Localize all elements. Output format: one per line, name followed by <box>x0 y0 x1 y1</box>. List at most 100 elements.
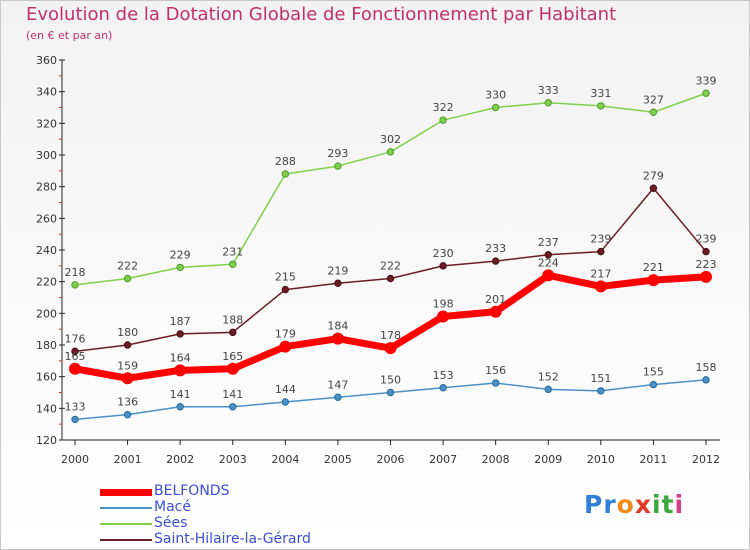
x-tick-label: 2001 <box>114 453 142 466</box>
data-point <box>439 262 447 270</box>
data-point <box>437 310 450 323</box>
data-point <box>491 257 500 265</box>
logo-letter: i <box>652 490 662 519</box>
data-label: 141 <box>170 388 191 401</box>
data-point <box>649 184 658 192</box>
data-label: 218 <box>65 266 86 279</box>
data-label: 136 <box>117 396 138 409</box>
data-point <box>279 340 292 353</box>
y-tick-label: 140 <box>36 402 57 415</box>
legend-swatch <box>100 488 152 496</box>
data-label: 237 <box>538 236 559 249</box>
data-point <box>71 347 79 356</box>
data-point <box>491 379 500 387</box>
data-point <box>597 387 605 395</box>
data-point <box>334 162 342 170</box>
logo-letter: P <box>584 490 604 519</box>
data-label: 331 <box>590 87 611 100</box>
data-label: 222 <box>117 260 138 273</box>
data-point <box>123 341 132 349</box>
data-label: 164 <box>170 351 191 364</box>
data-label: 178 <box>380 329 401 342</box>
data-point <box>71 281 79 289</box>
data-point <box>489 305 502 318</box>
data-point <box>702 247 710 256</box>
data-label: 144 <box>275 383 296 396</box>
data-label: 165 <box>222 350 243 363</box>
logo-letter: r <box>603 490 617 519</box>
data-label: 330 <box>485 89 506 102</box>
data-label: 150 <box>380 374 401 387</box>
data-point <box>647 274 660 287</box>
legend-label: Sées <box>154 515 188 531</box>
data-label: 184 <box>327 320 348 333</box>
chart-title: Evolution de la Dotation Globale de Fonc… <box>26 4 617 25</box>
series-mace: 133 136 141 141 144 147 150 153 156 152 151 155 158 <box>65 361 717 424</box>
data-point <box>229 328 237 337</box>
data-label: 176 <box>65 332 86 345</box>
data-label: 217 <box>590 267 611 280</box>
data-label: 133 <box>65 400 86 413</box>
data-label: 239 <box>696 233 717 246</box>
data-point <box>176 263 184 272</box>
x-tick-label: 2012 <box>692 453 720 466</box>
data-label: 219 <box>327 264 348 277</box>
data-point <box>176 403 184 411</box>
data-label: 322 <box>433 101 454 114</box>
data-label: 293 <box>327 147 348 160</box>
data-label: 231 <box>222 245 243 258</box>
data-point <box>544 251 552 259</box>
x-tick-label: 2005 <box>324 453 352 466</box>
data-point <box>544 99 552 107</box>
data-label: 239 <box>590 233 611 246</box>
data-label: 233 <box>485 242 506 255</box>
data-label: 198 <box>433 298 454 311</box>
y-tick-label: 360 <box>36 54 57 67</box>
data-label: 339 <box>696 74 717 87</box>
data-label: 222 <box>380 260 401 273</box>
legend-label: Saint-Hilaire-la-Gérard <box>154 531 311 547</box>
data-point <box>597 102 605 110</box>
y-tick-label: 160 <box>36 371 57 384</box>
series-belfonds: 165 159 164 165 179 184 178 198 201 224 217 221 223 <box>65 256 717 385</box>
data-label: 215 <box>275 271 296 284</box>
data-point <box>384 342 397 355</box>
legend-label: Macé <box>154 499 191 515</box>
data-point <box>386 388 395 397</box>
y-tick-label: 220 <box>36 276 57 289</box>
data-label: 327 <box>643 93 664 106</box>
data-point <box>544 385 552 394</box>
data-point <box>439 116 447 124</box>
data-label: 153 <box>433 369 454 382</box>
y-tick-label: 280 <box>36 181 57 194</box>
data-label: 302 <box>380 133 401 146</box>
data-label: 188 <box>222 313 243 326</box>
data-point <box>542 269 555 282</box>
x-tick-label: 2000 <box>61 453 89 466</box>
x-tick-label: 2007 <box>429 453 457 466</box>
data-label: 221 <box>643 261 664 274</box>
data-label: 333 <box>538 84 559 97</box>
data-label: 147 <box>327 378 348 391</box>
chart-subtitle: (en € et par an) <box>26 29 113 42</box>
y-tick-label: 300 <box>36 149 57 162</box>
x-tick-label: 2004 <box>271 453 299 466</box>
data-point <box>386 148 395 156</box>
data-label: 165 <box>65 350 86 363</box>
data-point <box>649 108 658 116</box>
x-tick-label: 2011 <box>639 453 667 466</box>
data-point <box>71 415 79 424</box>
data-point <box>649 380 658 389</box>
data-label: 152 <box>538 370 559 383</box>
data-label: 223 <box>696 258 717 271</box>
data-point <box>331 332 344 345</box>
data-label: 141 <box>222 388 243 401</box>
data-label: 156 <box>485 364 506 377</box>
data-label: 180 <box>117 326 138 339</box>
data-point <box>334 393 342 401</box>
data-point <box>174 364 187 377</box>
data-label: 224 <box>538 256 559 269</box>
x-tick-label: 2010 <box>587 453 615 466</box>
